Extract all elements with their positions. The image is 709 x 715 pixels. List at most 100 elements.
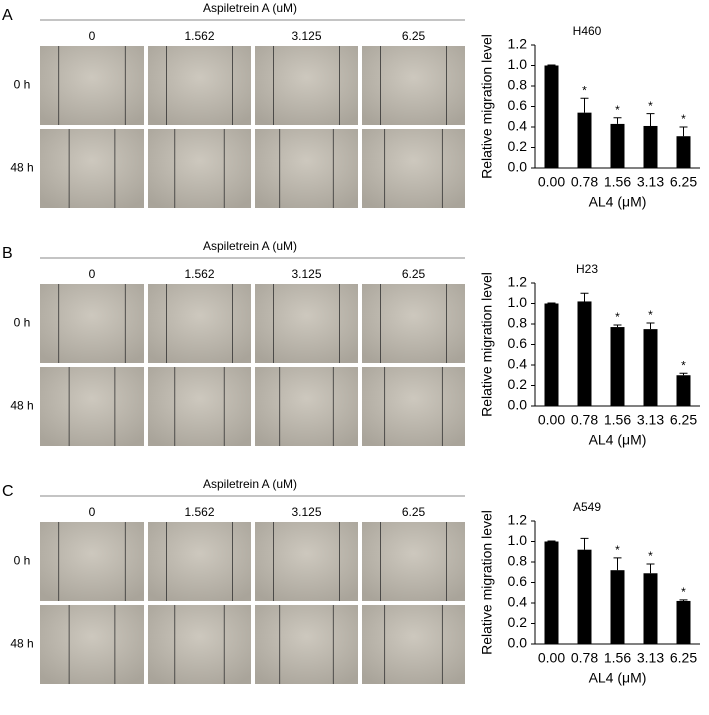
x-tick-label: 0.78 — [571, 412, 598, 428]
micrograph — [148, 129, 251, 208]
error-bar — [580, 292, 589, 302]
treatment-label: Aspiletrein A (uM) — [203, 239, 297, 253]
bar — [643, 573, 658, 644]
significance-marker: * — [648, 549, 653, 563]
column-label: 3.125 — [291, 267, 321, 281]
row-label: 0 h — [14, 316, 31, 330]
micrograph — [40, 284, 144, 363]
treatment-label: Aspiletrein A (uM) — [203, 1, 297, 15]
micrograph — [362, 129, 465, 208]
bar — [643, 125, 658, 168]
bar — [643, 329, 658, 406]
x-tick-label: 3.13 — [637, 650, 664, 666]
x-tick-label: 1.56 — [604, 412, 631, 428]
column-label: 1.562 — [184, 29, 214, 43]
row-label: 0 h — [14, 554, 31, 568]
error-bar — [646, 322, 655, 330]
micrograph — [255, 367, 358, 446]
column-label: 0 — [89, 267, 96, 281]
panel-letter: B — [2, 245, 13, 262]
row-label: 48 h — [10, 399, 33, 413]
error-bar — [646, 563, 655, 574]
bar — [610, 327, 625, 406]
row-label: 0 h — [14, 78, 31, 92]
micrograph — [362, 522, 465, 601]
y-tick-label: 0.0 — [508, 397, 528, 413]
significance-marker: * — [615, 543, 620, 557]
micrograph — [40, 605, 144, 684]
bar — [577, 301, 592, 406]
column-label: 1.562 — [184, 505, 214, 519]
error-bar — [547, 64, 556, 66]
micrograph — [255, 605, 358, 684]
column-label: 6.25 — [402, 267, 426, 281]
column-label: 3.125 — [291, 505, 321, 519]
micrograph — [362, 605, 465, 684]
x-tick-label: 0.00 — [538, 650, 565, 666]
column-label: 1.562 — [184, 267, 214, 281]
x-tick-label: 0.78 — [571, 174, 598, 190]
micrograph — [148, 284, 251, 363]
micrograph — [255, 129, 358, 208]
significance-marker: * — [615, 103, 620, 117]
y-tick-label: 1.0 — [508, 56, 528, 72]
row-label: 48 h — [10, 637, 33, 651]
column-label: 6.25 — [402, 29, 426, 43]
significance-marker: * — [615, 310, 620, 324]
column-label: 0 — [89, 29, 96, 43]
y-tick-label: 0.2 — [508, 138, 528, 154]
y-tick-label: 0.0 — [508, 159, 528, 175]
bar — [544, 541, 559, 644]
bar — [577, 549, 592, 644]
error-bar — [613, 557, 622, 571]
y-tick-label: 0.0 — [508, 635, 528, 651]
x-axis-label: AL4 (μM) — [589, 194, 647, 210]
x-axis-label: AL4 (μM) — [589, 432, 647, 448]
bar — [610, 123, 625, 168]
x-tick-label: 0.78 — [571, 650, 598, 666]
x-tick-label: 3.13 — [637, 174, 664, 190]
significance-marker: * — [681, 358, 686, 372]
micrograph — [148, 522, 251, 601]
treatment-label: Aspiletrein A (uM) — [203, 477, 297, 491]
x-tick-label: 6.25 — [670, 650, 697, 666]
error-bar — [679, 126, 688, 137]
y-tick-label: 0.6 — [508, 97, 528, 113]
micrograph — [148, 367, 251, 446]
significance-marker: * — [648, 308, 653, 322]
x-tick-label: 1.56 — [604, 174, 631, 190]
panel-letter: C — [2, 483, 14, 500]
y-tick-label: 0.4 — [508, 594, 528, 610]
error-bar — [679, 372, 688, 376]
y-tick-label: 1.0 — [508, 294, 528, 310]
error-bar — [613, 324, 622, 328]
x-tick-label: 0.00 — [538, 412, 565, 428]
bar — [676, 600, 691, 644]
y-tick-label: 0.4 — [508, 118, 528, 134]
y-tick-label: 0.4 — [508, 356, 528, 372]
micrograph — [40, 367, 144, 446]
x-axis-label: AL4 (μM) — [589, 670, 647, 686]
y-axis-label: Relative migration level — [479, 272, 495, 417]
bar — [676, 136, 691, 168]
significance-marker: * — [582, 83, 587, 97]
micrograph — [362, 367, 465, 446]
micrograph — [362, 46, 465, 125]
bar — [577, 112, 592, 168]
error-bar — [679, 599, 688, 601]
y-tick-label: 0.2 — [508, 614, 528, 630]
micrograph — [362, 284, 465, 363]
error-bar — [547, 540, 556, 542]
micrograph — [40, 129, 144, 208]
y-tick-label: 1.2 — [508, 512, 528, 528]
x-tick-label: 6.25 — [670, 174, 697, 190]
x-tick-label: 1.56 — [604, 650, 631, 666]
panel-letter: A — [2, 7, 13, 24]
micrograph — [255, 284, 358, 363]
bar — [544, 65, 559, 168]
error-bar — [547, 302, 556, 304]
y-tick-label: 0.8 — [508, 77, 528, 93]
y-tick-label: 1.2 — [508, 36, 528, 52]
row-label: 48 h — [10, 161, 33, 175]
